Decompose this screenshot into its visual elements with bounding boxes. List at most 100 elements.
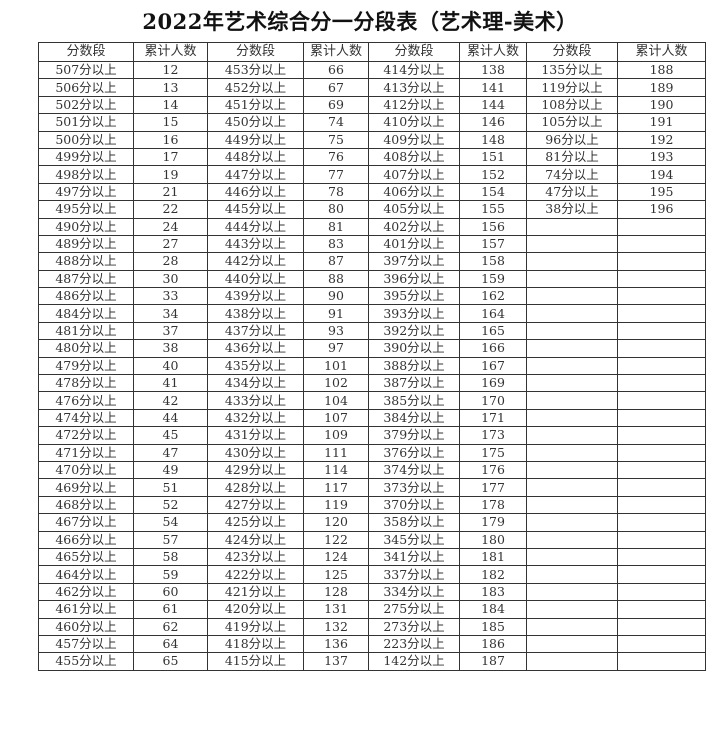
cumulative-count-cell: 61 [133,600,208,619]
table-row: 470分以上 49 429分以上 114 374分以上 176 [38,460,706,480]
table-row: 479分以上 40 435分以上 101 388分以上 167 [38,356,706,376]
score-range-cell: 451分以上 [207,95,304,115]
cumulative-count-cell: 38 [133,339,208,358]
table-row: 478分以上 41 434分以上 102 387分以上 169 [38,374,706,393]
cumulative-count-cell: 102 [303,374,369,393]
score-range-cell: 142分以上 [368,652,460,671]
cumulative-count-cell: 117 [303,478,369,497]
score-range-cell: 440分以上 [207,269,304,289]
cumulative-count-cell [617,582,706,602]
cumulative-count-cell [617,600,706,619]
score-range-cell: 395分以上 [368,287,460,306]
cumulative-count-cell: 52 [133,495,208,515]
cumulative-count-cell [617,269,706,289]
score-range-cell: 498分以上 [38,165,134,184]
table-row: 481分以上 37 437分以上 93 392分以上 165 [38,321,706,341]
cumulative-count-cell: 191 [617,113,706,132]
score-range-cell: 507分以上 [38,60,134,80]
score-range-cell [526,443,618,462]
table-row: 476分以上 42 433分以上 104 385分以上 170 [38,391,706,410]
cumulative-count-cell [617,217,706,236]
cumulative-count-cell: 57 [133,530,208,549]
score-range-cell: 345分以上 [368,530,460,549]
cumulative-count-cell: 184 [459,600,527,619]
cumulative-count-cell: 158 [459,252,527,271]
cumulative-count-cell: 122 [303,530,369,549]
cumulative-count-cell: 170 [459,391,527,410]
score-range-cell: 423分以上 [207,547,304,567]
cumulative-count-cell: 59 [133,565,208,584]
score-range-cell: 472分以上 [38,426,134,445]
score-range-cell: 457分以上 [38,634,134,654]
cumulative-count-cell: 47 [133,443,208,462]
cumulative-count-cell: 37 [133,321,208,341]
score-range-cell: 460分以上 [38,617,134,636]
cumulative-count-cell: 42 [133,391,208,410]
score-range-cell [526,652,618,671]
header-score-range: 分数段 [38,42,134,62]
score-range-cell: 406分以上 [368,182,460,202]
table-row: 455分以上 65 415分以上 137 142分以上 187 [38,652,706,671]
header-cumulative-count: 累计人数 [133,42,208,62]
table-row: 487分以上 30 440分以上 88 396分以上 159 [38,269,706,289]
score-range-cell: 490分以上 [38,217,134,236]
cumulative-count-cell: 21 [133,182,208,202]
score-range-cell: 462分以上 [38,582,134,602]
score-range-cell: 470分以上 [38,460,134,480]
cumulative-count-cell: 58 [133,547,208,567]
table-row: 495分以上 22 445分以上 80 405分以上 155 38分以上 196 [38,200,706,219]
score-range-cell [526,374,618,393]
score-range-cell: 135分以上 [526,60,618,80]
score-range-cell: 480分以上 [38,339,134,358]
score-range-cell: 410分以上 [368,113,460,132]
score-range-cell: 421分以上 [207,582,304,602]
score-range-cell: 384分以上 [368,408,460,428]
cumulative-count-cell [617,374,706,393]
cumulative-count-cell: 78 [303,182,369,202]
cumulative-count-cell: 159 [459,269,527,289]
cumulative-count-cell [617,391,706,410]
cumulative-count-cell: 169 [459,374,527,393]
score-range-cell: 501分以上 [38,113,134,132]
score-range-cell: 450分以上 [207,113,304,132]
cumulative-count-cell: 24 [133,217,208,236]
score-range-cell: 468分以上 [38,495,134,515]
cumulative-count-cell: 119 [303,495,369,515]
cumulative-count-cell: 176 [459,460,527,480]
score-range-cell [526,217,618,236]
table-row: 490分以上 24 444分以上 81 402分以上 156 [38,217,706,236]
score-range-cell: 428分以上 [207,478,304,497]
score-range-cell: 439分以上 [207,287,304,306]
score-range-cell: 427分以上 [207,495,304,515]
cumulative-count-cell: 62 [133,617,208,636]
score-range-cell: 108分以上 [526,95,618,115]
score-range-cell: 446分以上 [207,182,304,202]
cumulative-count-cell: 196 [617,200,706,219]
cumulative-count-cell: 15 [133,113,208,132]
cumulative-count-cell: 154 [459,182,527,202]
cumulative-count-cell: 27 [133,234,208,254]
cumulative-count-cell: 30 [133,269,208,289]
score-range-cell: 370分以上 [368,495,460,515]
cumulative-count-cell [617,652,706,671]
header-cumulative-count: 累计人数 [459,42,527,62]
cumulative-count-cell: 14 [133,95,208,115]
score-range-cell [526,478,618,497]
score-range-cell: 461分以上 [38,600,134,619]
score-range-cell [526,252,618,271]
cumulative-count-cell: 83 [303,234,369,254]
cumulative-count-cell: 91 [303,304,369,323]
cumulative-count-cell [617,460,706,480]
score-range-cell: 385分以上 [368,391,460,410]
header-cumulative-count: 累计人数 [617,42,706,62]
cumulative-count-cell: 165 [459,321,527,341]
score-range-cell: 438分以上 [207,304,304,323]
cumulative-count-cell: 109 [303,426,369,445]
score-range-cell [526,530,618,549]
cumulative-count-cell: 13 [133,78,208,97]
score-range-cell: 502分以上 [38,95,134,115]
score-range-cell: 471分以上 [38,443,134,462]
cumulative-count-cell: 186 [459,634,527,654]
cumulative-count-cell [617,443,706,462]
score-range-cell: 435分以上 [207,356,304,376]
